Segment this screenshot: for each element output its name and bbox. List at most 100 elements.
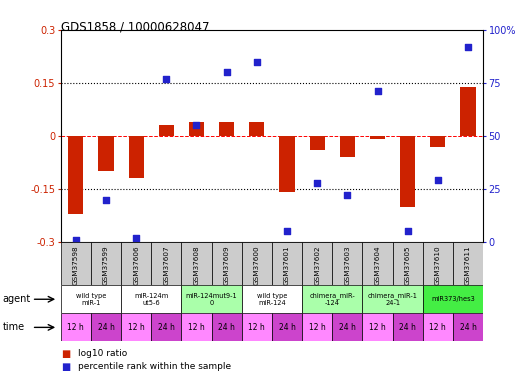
Bar (212, 242, 242, 285)
Text: GSM37605: GSM37605 (404, 245, 411, 285)
Point (162, 76, 171, 82)
Bar (393, 242, 423, 285)
Bar (332, 242, 362, 285)
Bar (340, 136, 355, 157)
Text: percentile rank within the sample: percentile rank within the sample (78, 362, 231, 371)
Text: GSM37602: GSM37602 (314, 245, 320, 285)
Bar (61, 285, 121, 313)
Bar (189, 122, 204, 136)
Bar (370, 136, 385, 140)
Bar (362, 313, 393, 341)
Text: GSM37608: GSM37608 (193, 245, 200, 285)
Text: miR-124mut9-1
0: miR-124mut9-1 0 (186, 292, 238, 306)
Bar (91, 242, 121, 285)
Bar (460, 87, 476, 136)
Point (433, 177, 442, 183)
Text: GSM37599: GSM37599 (103, 245, 109, 285)
Text: ■: ■ (61, 349, 70, 358)
Text: GSM37607: GSM37607 (163, 245, 169, 285)
Bar (272, 313, 302, 341)
Text: GSM37609: GSM37609 (224, 245, 230, 285)
Text: GSM37603: GSM37603 (344, 245, 351, 285)
Point (252, 59, 261, 65)
Text: 12 h: 12 h (249, 322, 265, 332)
Text: log10 ratio: log10 ratio (78, 349, 127, 358)
Text: GSM37598: GSM37598 (73, 245, 79, 285)
Bar (151, 242, 182, 285)
Point (373, 88, 382, 94)
Bar (151, 313, 182, 341)
Text: 12 h: 12 h (309, 322, 326, 332)
Text: 24 h: 24 h (339, 322, 356, 332)
Bar (159, 125, 174, 136)
Text: chimera_miR-
-124: chimera_miR- -124 (309, 292, 355, 306)
Bar (121, 285, 182, 313)
Bar (182, 313, 212, 341)
Point (192, 122, 201, 128)
Point (464, 44, 472, 50)
Bar (61, 313, 91, 341)
Text: wild type
miR-124: wild type miR-124 (257, 292, 287, 306)
Point (343, 192, 352, 198)
Bar (98, 136, 114, 171)
Bar (249, 122, 265, 136)
Text: GDS1858 / 10000628047: GDS1858 / 10000628047 (61, 21, 209, 34)
Bar (212, 313, 242, 341)
Bar (242, 285, 302, 313)
Bar (393, 313, 423, 341)
Text: time: time (3, 322, 25, 332)
Bar (68, 136, 83, 214)
Bar (423, 242, 453, 285)
Bar (272, 242, 302, 285)
Bar (430, 136, 446, 147)
Text: 24 h: 24 h (279, 322, 296, 332)
Bar (362, 242, 393, 285)
Text: agent: agent (3, 294, 31, 304)
Bar (400, 136, 415, 207)
Bar (219, 122, 234, 136)
Text: ■: ■ (61, 362, 70, 372)
Bar (309, 136, 325, 150)
Text: GSM37610: GSM37610 (435, 245, 441, 285)
Bar (302, 313, 332, 341)
Bar (279, 136, 295, 192)
Bar (91, 313, 121, 341)
Bar (182, 242, 212, 285)
Text: 24 h: 24 h (98, 322, 115, 332)
Bar (61, 242, 91, 285)
Text: GSM37611: GSM37611 (465, 245, 471, 285)
Point (403, 228, 412, 234)
Text: miR373/hes3: miR373/hes3 (431, 296, 475, 302)
Bar (182, 285, 242, 313)
Point (222, 69, 231, 75)
Text: chimera_miR-1
24-1: chimera_miR-1 24-1 (367, 292, 418, 306)
Text: 12 h: 12 h (188, 322, 205, 332)
Bar (242, 242, 272, 285)
Text: GSM37601: GSM37601 (284, 245, 290, 285)
Text: 12 h: 12 h (68, 322, 84, 332)
Text: GSM37604: GSM37604 (374, 245, 381, 285)
Bar (302, 242, 332, 285)
Bar (423, 285, 483, 313)
Text: GSM37606: GSM37606 (133, 245, 139, 285)
Point (283, 228, 291, 234)
Text: 12 h: 12 h (369, 322, 386, 332)
Bar (121, 242, 151, 285)
Bar (302, 285, 362, 313)
Bar (121, 313, 151, 341)
Text: 12 h: 12 h (429, 322, 446, 332)
Bar (242, 313, 272, 341)
Point (102, 196, 110, 202)
Bar (453, 242, 483, 285)
Bar (453, 313, 483, 341)
Point (313, 180, 322, 186)
Text: wild type
miR-1: wild type miR-1 (76, 292, 106, 306)
Bar (423, 313, 453, 341)
Text: GSM37600: GSM37600 (254, 245, 260, 285)
Text: miR-124m
ut5-6: miR-124m ut5-6 (134, 292, 168, 306)
Point (72, 237, 80, 243)
Text: 12 h: 12 h (128, 322, 145, 332)
Point (132, 235, 140, 241)
Bar (362, 285, 423, 313)
Bar (332, 313, 362, 341)
